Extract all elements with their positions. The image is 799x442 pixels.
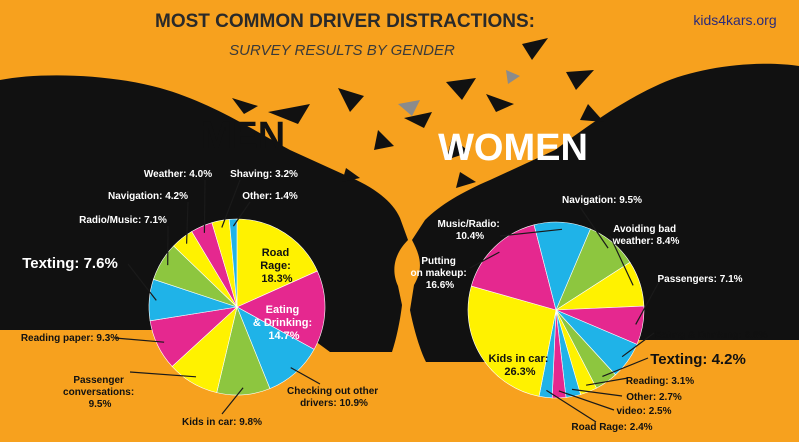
men-leader-weather: [203, 179, 206, 233]
women-leader-video: [558, 390, 615, 411]
chart-subtitle: SURVEY RESULTS BY GENDER: [229, 42, 455, 59]
women-label-navigation: Navigation: 9.5%: [562, 195, 642, 206]
men-label-radio: Radio/Music: 7.1%: [79, 215, 167, 226]
women-label-eating: Eating & Drinking: 6.8%: [655, 330, 768, 341]
women-label-road-rage: Road Rage: 2.4%: [571, 422, 652, 433]
women-label-makeup: Putting on makeup: 16.6%: [411, 256, 470, 291]
women-leader-texting: [602, 357, 649, 377]
men-label-shaving: Shaving: 3.2%: [230, 169, 298, 180]
men-leader-navigation: [186, 201, 189, 244]
men-label-other: Other: 1.4%: [242, 191, 298, 202]
women-label-music: Music/Radio: 10.4%: [437, 219, 502, 242]
men-label-checking: Checking out other drivers: 10.9%: [287, 386, 381, 409]
women-leader-putting-on-makeup: [469, 251, 500, 269]
women-leader-eating-drinking: [621, 332, 655, 358]
leader-lines: [114, 179, 661, 423]
men-leader-other: [232, 201, 251, 227]
women-slice-putting-on-makeup: [470, 224, 557, 311]
men-leader-passenger-conversations: [129, 371, 197, 378]
men-leader-texting: [127, 263, 157, 301]
women-leader-music-radio: [499, 228, 563, 237]
women-label-other: Other: 2.7%: [626, 392, 682, 403]
women-heading: WOMEN: [438, 127, 588, 169]
crash-debris: [232, 38, 604, 188]
men-label-reading-paper: Reading paper: 9.3%: [21, 333, 119, 344]
men-slice-road-rage: [236, 218, 318, 308]
men-leader-checking-out-other-drivers: [290, 367, 321, 385]
women-label-kids: Kids in car: 26.3%: [489, 353, 552, 378]
men-label-road-rage-card: Road Rage: 18.3%: [260, 247, 294, 285]
women-label-passengers: Passengers: 7.1%: [657, 274, 742, 285]
women-label-weather: Avoiding bad weather: 8.4%: [612, 224, 680, 247]
women-slice-kids-in-car: [467, 285, 557, 397]
women-label-texting: Texting: 4.2%: [650, 351, 746, 368]
crash-debris-grey: [398, 70, 520, 116]
women-pie-chart: [467, 221, 645, 399]
men-label-kids: Kids in car: 9.8%: [182, 417, 262, 428]
men-slice-other: [228, 218, 238, 308]
chart-title: MOST COMMON DRIVER DISTRACTIONS:: [155, 11, 535, 32]
women-leader-reading: [585, 377, 629, 386]
women-leader-other: [571, 388, 623, 397]
men-heading: MEN: [201, 115, 285, 157]
men-label-weather: Weather: 4.0%: [144, 169, 212, 180]
men-label-navigation: Navigation: 4.2%: [108, 191, 188, 202]
men-label-eating: Eating & Drinking: 14.7%: [253, 304, 315, 342]
men-slice-eating-drinking: [236, 270, 326, 350]
women-leader-road-rage: [546, 389, 597, 423]
women-slice-music-radio: [533, 221, 591, 311]
women-leader-navigation: [579, 206, 609, 249]
men-leader-shaving: [221, 179, 241, 228]
men-leader-kids-in-car: [221, 387, 244, 415]
men-label-texting: Texting: 7.6%: [22, 255, 118, 272]
men-label-passenger: Passenger conversations: 9.5%: [63, 375, 137, 410]
source-credit[interactable]: kids4kars.org: [693, 12, 776, 28]
women-label-reading: Reading: 3.1%: [626, 376, 694, 387]
women-leader-avoiding-bad-weather: [609, 235, 634, 286]
men-pie-chart: [148, 218, 326, 396]
women-label-video: video: 2.5%: [616, 406, 671, 417]
men-leader-reading-paper: [114, 337, 165, 343]
women-leader-passengers: [635, 279, 661, 325]
